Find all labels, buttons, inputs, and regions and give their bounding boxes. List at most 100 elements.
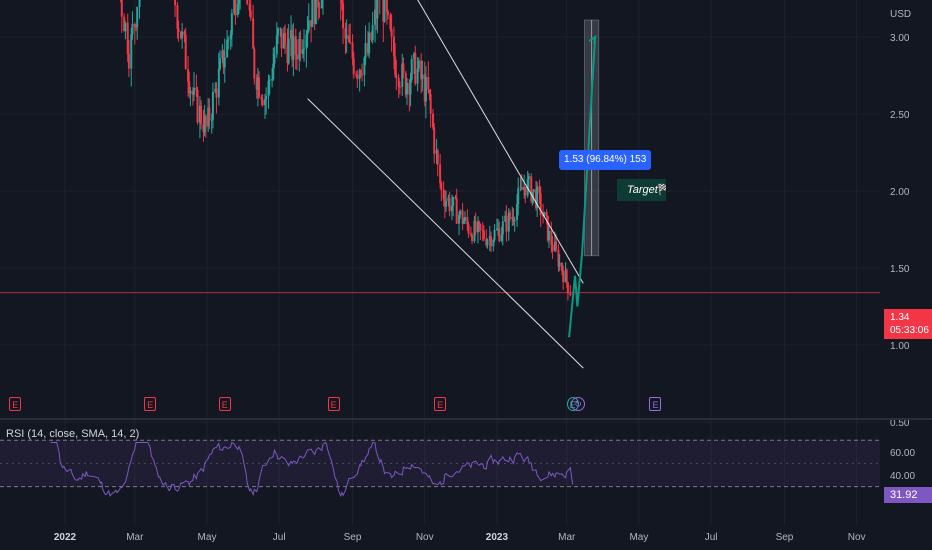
time-tick-label: Sep [776, 532, 794, 543]
candle-body [566, 282, 569, 294]
candle-body [221, 50, 224, 59]
earnings-event-icon[interactable]: E [9, 397, 22, 411]
candle-body [265, 96, 268, 100]
candle-body [447, 197, 450, 202]
candle-body [280, 28, 283, 49]
candle-body [512, 217, 515, 222]
price-tick-label: 1.00 [890, 341, 910, 352]
candle-body [126, 22, 129, 55]
candle-body [553, 241, 556, 252]
earnings-event-icon[interactable]: E [327, 397, 340, 411]
candle-body [298, 38, 301, 60]
candle-body [547, 231, 550, 241]
candle-body [455, 198, 458, 224]
price-range-measure[interactable] [583, 19, 600, 257]
candle-body [345, 35, 348, 39]
price-axis[interactable]: USD5.004.504.003.503.002.502.001.501.000… [890, 0, 911, 429]
candle-body [565, 269, 568, 283]
earnings-event-icon[interactable]: E [434, 397, 447, 411]
candle-body [482, 230, 485, 239]
candle-body [133, 23, 136, 27]
candle-body [370, 32, 373, 40]
time-tick-label: Jul [705, 532, 718, 543]
candle-body [420, 60, 423, 80]
candle-body [131, 23, 134, 35]
candle-body [519, 186, 522, 189]
rsi-tick-label: 60.00 [890, 448, 915, 459]
target-label-text: Target [627, 184, 658, 196]
candle-body [538, 186, 541, 194]
candle-body [427, 77, 430, 90]
candle-body [305, 34, 308, 49]
candle-body [253, 48, 256, 79]
falling-wedge-drawing[interactable] [307, 0, 584, 369]
candle-body [461, 210, 464, 224]
candle-body [200, 105, 203, 125]
candle-body [462, 221, 465, 224]
projection-path[interactable] [568, 34, 597, 338]
candle-body [291, 30, 294, 60]
candle-body [385, 0, 388, 12]
candle-body [421, 74, 424, 80]
candle-body [217, 69, 220, 98]
candle-body [351, 42, 354, 59]
candle-body [417, 60, 420, 69]
price-tick-label: 1.50 [890, 264, 910, 275]
projection-line [568, 36, 597, 338]
candle-body [442, 190, 445, 200]
price-tick-label: 0.50 [890, 418, 910, 429]
candle-body [439, 164, 442, 184]
candle-body [313, 0, 316, 24]
candle-body [445, 201, 448, 207]
checkered-flag-icon: 🏁 [657, 184, 666, 196]
time-axis[interactable]: 2022 Mar May Jul Sep Nov 2023 Mar May Jul Sep Nov [54, 532, 866, 543]
earnings-event-icon[interactable]: E [218, 397, 231, 411]
candle-body [364, 43, 367, 58]
candle-body [138, 0, 141, 8]
candle-body [555, 241, 558, 250]
candle-body [234, 0, 237, 16]
candle-body [123, 16, 126, 32]
candle-body [301, 49, 304, 54]
candle-body [342, 3, 345, 29]
measure-label[interactable]: 1.53 (96.84%) 153 [559, 150, 652, 170]
candle-body [287, 38, 290, 64]
time-tick-label: Nov [848, 532, 866, 543]
candle-body [236, 4, 239, 16]
candle-body [320, 0, 323, 9]
candle-body [223, 57, 226, 68]
earnings-event-icon[interactable]: E [144, 397, 157, 411]
candle-body [286, 43, 289, 64]
split-event-icon[interactable]: ↻ [571, 397, 585, 411]
rsi-indicator-label[interactable]: RSI (14, close, SMA, 14, 2) [6, 428, 140, 440]
candle-body [284, 32, 287, 44]
candle-body [466, 217, 469, 225]
current-price-badge: 1.34 05:33:06 [884, 309, 932, 339]
earnings-event-icon[interactable]: E [649, 397, 662, 411]
time-tick-label: Jul [273, 532, 286, 543]
candle-body [359, 70, 362, 75]
candle-body [261, 99, 264, 106]
candle-body [299, 38, 302, 54]
candle-body [448, 197, 451, 212]
candle-body [310, 20, 313, 28]
candle-body [493, 229, 496, 240]
candle-body [136, 7, 139, 28]
candle-body [263, 99, 266, 106]
candle-body [511, 217, 514, 219]
candle-body [394, 56, 397, 75]
candle-body [410, 59, 413, 80]
candle-body [233, 0, 236, 14]
candle-body [405, 82, 408, 95]
target-label[interactable]: Target🏁 [617, 179, 666, 201]
candle-body [463, 217, 466, 222]
price-tick-label: 2.50 [890, 110, 910, 121]
candle-body [135, 26, 137, 28]
candle-body [294, 35, 297, 55]
candle-body [307, 20, 310, 31]
time-tick-label: May [198, 532, 217, 543]
candle-body [303, 48, 306, 50]
candle-body [366, 43, 369, 54]
candle-body [454, 196, 457, 199]
